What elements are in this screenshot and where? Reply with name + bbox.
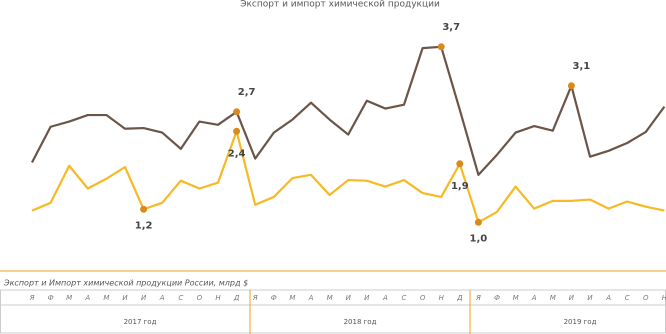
month-label: И <box>587 294 593 302</box>
month-label: А <box>308 294 314 302</box>
month-label: М <box>289 294 295 302</box>
value-label: 2,7 <box>238 87 256 98</box>
month-label: И <box>364 294 370 302</box>
month-row <box>0 289 666 306</box>
month-label: А <box>382 294 388 302</box>
year-label: 2018 год <box>344 318 377 326</box>
month-label: Я <box>252 294 258 302</box>
month-label: А <box>605 294 611 302</box>
month-label: Я <box>29 294 35 302</box>
month-label: И <box>122 294 128 302</box>
year-label: 2019 год <box>564 318 597 326</box>
month-label: С <box>625 294 630 302</box>
month-label: М <box>550 294 556 302</box>
chart-title: Экспорт и импорт химической продукции <box>240 0 440 10</box>
value-label: 2,4 <box>228 148 246 159</box>
month-label: И <box>141 294 147 302</box>
month-label: А <box>531 294 537 302</box>
point-marker <box>437 43 445 51</box>
point-marker <box>456 160 464 168</box>
point-marker <box>567 82 575 90</box>
month-label: А <box>84 294 90 302</box>
month-label: Н <box>439 294 445 302</box>
point-marker <box>140 205 148 213</box>
month-label: М <box>103 294 109 302</box>
month-label: О <box>420 294 426 302</box>
month-label: Я <box>475 294 481 302</box>
month-label: М <box>66 294 72 302</box>
month-label: Д <box>233 294 240 302</box>
month-label: О <box>643 294 649 302</box>
month-label: Ф <box>271 294 277 302</box>
month-label: И <box>346 294 352 302</box>
month-label: Ф <box>48 294 54 302</box>
month-label: Н <box>662 294 666 302</box>
year-label: 2017 год <box>124 318 157 326</box>
month-label: И <box>569 294 575 302</box>
month-label: О <box>197 294 203 302</box>
point-marker <box>474 218 482 226</box>
month-label: С <box>402 294 407 302</box>
month-label: Н <box>215 294 221 302</box>
month-label: М <box>327 294 333 302</box>
caption: Экспорт и Импорт химической продукции Ро… <box>3 279 248 288</box>
month-label: Д <box>456 294 463 302</box>
series-line <box>31 130 665 224</box>
point-marker <box>233 127 241 135</box>
value-label: 1,2 <box>135 220 153 231</box>
month-label: А <box>159 294 165 302</box>
value-label: 3,1 <box>573 61 591 72</box>
month-label: М <box>513 294 519 302</box>
series-line <box>31 45 666 176</box>
value-label: 1,0 <box>470 233 488 244</box>
value-label: 3,7 <box>442 22 460 33</box>
month-label: С <box>178 294 183 302</box>
value-label: 1,9 <box>451 181 469 192</box>
month-label: Ф <box>494 294 500 302</box>
point-marker <box>233 108 241 116</box>
